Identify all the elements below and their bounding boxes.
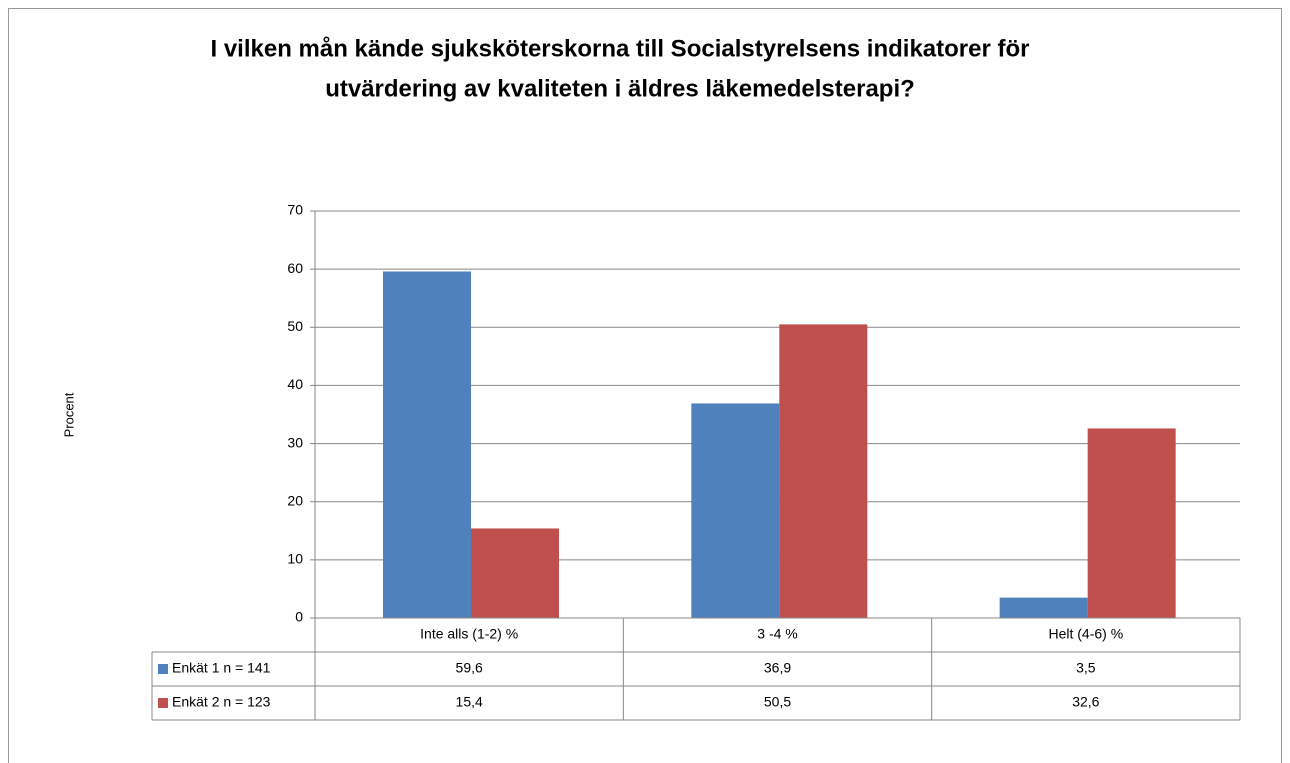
data-label: 36,9 — [764, 660, 791, 676]
bar — [999, 597, 1088, 618]
bar — [779, 324, 868, 618]
y-tick-label: 10 — [287, 551, 303, 567]
y-tick-label: 60 — [287, 260, 303, 276]
y-tick-label: 20 — [287, 492, 303, 508]
data-label: 15,4 — [456, 694, 483, 710]
y-tick-label: 30 — [287, 434, 303, 450]
y-tick-label: 50 — [287, 318, 303, 334]
y-tick-label: 70 — [287, 202, 303, 218]
bar — [691, 403, 780, 618]
chart-frame — [8, 8, 1282, 763]
data-label: 32,6 — [1072, 694, 1099, 710]
x-tick-label: Helt (4-6) % — [1048, 626, 1123, 642]
data-label: 3,5 — [1076, 660, 1096, 676]
y-tick-label: 0 — [295, 609, 303, 625]
chart-title: I vilken mån kände sjuksköterskorna till… — [211, 35, 1030, 62]
data-label: 50,5 — [764, 694, 791, 710]
legend-label: Enkät 2 n = 123 — [172, 694, 271, 710]
x-tick-label: Inte alls (1-2) % — [420, 626, 518, 642]
chart-title: utvärdering av kvaliteten i äldres läkem… — [325, 75, 915, 102]
data-label: 59,6 — [456, 660, 483, 676]
y-tick-label: 40 — [287, 376, 303, 392]
legend-label: Enkät 1 n = 141 — [172, 660, 271, 676]
bar — [471, 528, 559, 618]
y-axis-label: Procent — [61, 392, 76, 437]
x-tick-label: 3 -4 % — [757, 626, 797, 642]
legend-swatch — [158, 664, 168, 674]
bar — [1087, 428, 1176, 618]
bar — [383, 271, 471, 618]
legend-swatch — [158, 698, 168, 708]
